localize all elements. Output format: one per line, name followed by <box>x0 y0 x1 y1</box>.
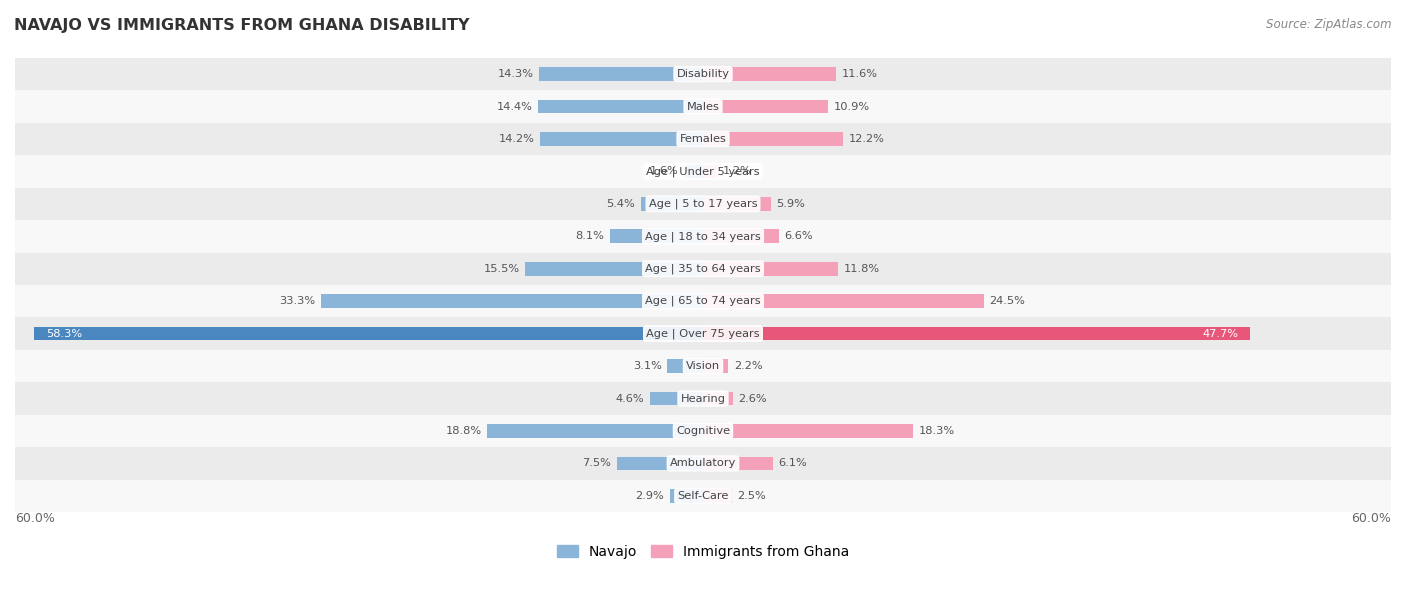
Text: 58.3%: 58.3% <box>46 329 82 338</box>
Text: 60.0%: 60.0% <box>15 512 55 525</box>
Bar <box>703 165 717 178</box>
Bar <box>15 480 1391 512</box>
Bar <box>703 132 842 146</box>
Text: 8.1%: 8.1% <box>575 231 605 241</box>
Text: 60.0%: 60.0% <box>1351 512 1391 525</box>
Text: 5.4%: 5.4% <box>606 199 636 209</box>
Bar <box>540 132 703 146</box>
Bar <box>15 447 1391 480</box>
Bar <box>538 100 703 113</box>
Text: 11.8%: 11.8% <box>844 264 880 274</box>
Bar <box>641 197 703 211</box>
Text: Age | Over 75 years: Age | Over 75 years <box>647 329 759 339</box>
Bar <box>15 382 1391 415</box>
Text: 47.7%: 47.7% <box>1202 329 1239 338</box>
Text: 10.9%: 10.9% <box>834 102 870 111</box>
Text: 7.5%: 7.5% <box>582 458 612 468</box>
Text: 2.5%: 2.5% <box>737 491 766 501</box>
Legend: Navajo, Immigrants from Ghana: Navajo, Immigrants from Ghana <box>551 539 855 564</box>
Text: Vision: Vision <box>686 361 720 371</box>
Text: Disability: Disability <box>676 69 730 79</box>
Bar <box>15 123 1391 155</box>
Bar <box>703 262 838 275</box>
Bar <box>15 188 1391 220</box>
Bar <box>617 457 703 470</box>
Text: 2.9%: 2.9% <box>636 491 664 501</box>
Bar <box>15 318 1391 350</box>
Bar <box>669 489 703 502</box>
Text: 12.2%: 12.2% <box>849 134 884 144</box>
Bar <box>703 294 984 308</box>
Text: 5.9%: 5.9% <box>776 199 806 209</box>
Bar <box>703 392 733 405</box>
Bar <box>538 67 703 81</box>
Bar <box>668 359 703 373</box>
Text: Age | 5 to 17 years: Age | 5 to 17 years <box>648 199 758 209</box>
Text: 18.8%: 18.8% <box>446 426 482 436</box>
Bar <box>703 197 770 211</box>
Text: NAVAJO VS IMMIGRANTS FROM GHANA DISABILITY: NAVAJO VS IMMIGRANTS FROM GHANA DISABILI… <box>14 18 470 34</box>
Text: 2.2%: 2.2% <box>734 361 762 371</box>
Bar <box>321 294 703 308</box>
Text: Cognitive: Cognitive <box>676 426 730 436</box>
Bar <box>15 253 1391 285</box>
Bar <box>703 359 728 373</box>
Bar <box>703 457 773 470</box>
Text: Age | 65 to 74 years: Age | 65 to 74 years <box>645 296 761 307</box>
Text: Age | 35 to 64 years: Age | 35 to 64 years <box>645 264 761 274</box>
Bar <box>15 155 1391 188</box>
Bar <box>15 91 1391 123</box>
Text: Ambulatory: Ambulatory <box>669 458 737 468</box>
Bar <box>703 327 1250 340</box>
Text: Age | 18 to 34 years: Age | 18 to 34 years <box>645 231 761 242</box>
Bar <box>15 220 1391 253</box>
Text: 24.5%: 24.5% <box>990 296 1025 306</box>
Bar <box>35 327 703 340</box>
Text: 11.6%: 11.6% <box>842 69 877 79</box>
Bar <box>703 230 779 243</box>
Text: Males: Males <box>686 102 720 111</box>
Bar <box>703 489 731 502</box>
Bar <box>488 424 703 438</box>
Bar <box>703 100 828 113</box>
Text: 1.2%: 1.2% <box>723 166 751 176</box>
Text: 15.5%: 15.5% <box>484 264 520 274</box>
Bar <box>15 415 1391 447</box>
Bar <box>15 58 1391 91</box>
Bar <box>526 262 703 275</box>
Text: 18.3%: 18.3% <box>918 426 955 436</box>
Text: Age | Under 5 years: Age | Under 5 years <box>647 166 759 177</box>
Text: 33.3%: 33.3% <box>280 296 315 306</box>
Text: 6.1%: 6.1% <box>779 458 807 468</box>
Bar <box>15 350 1391 382</box>
Text: 14.3%: 14.3% <box>498 69 533 79</box>
Text: 2.6%: 2.6% <box>738 394 768 403</box>
Text: Self-Care: Self-Care <box>678 491 728 501</box>
Text: 6.6%: 6.6% <box>785 231 813 241</box>
Text: Source: ZipAtlas.com: Source: ZipAtlas.com <box>1267 18 1392 31</box>
Bar <box>703 67 837 81</box>
Bar <box>703 424 912 438</box>
Text: 4.6%: 4.6% <box>616 394 644 403</box>
Bar <box>685 165 703 178</box>
Bar <box>650 392 703 405</box>
Text: 14.2%: 14.2% <box>499 134 534 144</box>
Text: 14.4%: 14.4% <box>496 102 531 111</box>
Text: 1.6%: 1.6% <box>650 166 679 176</box>
Text: Females: Females <box>679 134 727 144</box>
Text: 3.1%: 3.1% <box>633 361 662 371</box>
Bar <box>610 230 703 243</box>
Bar <box>15 285 1391 318</box>
Text: Hearing: Hearing <box>681 394 725 403</box>
